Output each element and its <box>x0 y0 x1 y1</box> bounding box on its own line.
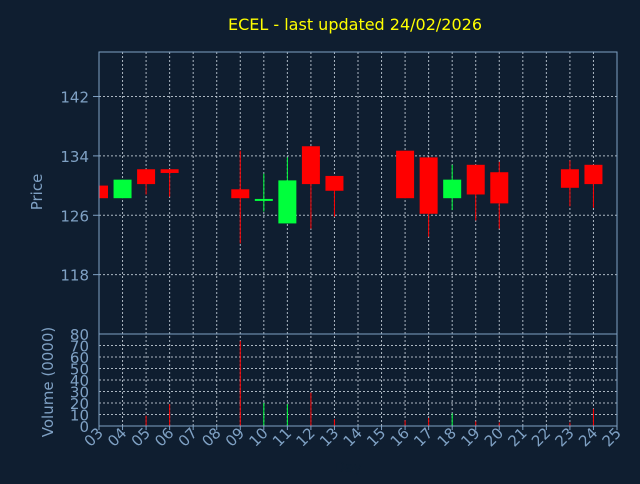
day-tick-label: 13 <box>316 424 342 450</box>
day-tick-label: 22 <box>528 424 554 450</box>
volume-tick-label: 10 <box>70 407 89 425</box>
day-tick-label: 15 <box>363 424 389 450</box>
candle-body-18 <box>443 179 462 199</box>
candle-body-13 <box>325 175 344 191</box>
day-tick-label: 24 <box>575 424 601 450</box>
candle-body-11 <box>278 180 297 224</box>
candle-body-24 <box>584 164 603 185</box>
volume-tick-label: 30 <box>70 384 89 402</box>
day-tick-label: 14 <box>340 424 366 450</box>
candle-body-03 <box>99 185 108 199</box>
price-tick-label: 134 <box>60 148 89 166</box>
volume-tick-label: 20 <box>70 395 89 413</box>
candle-body-12 <box>301 146 320 185</box>
volume-tick-label: 0 <box>79 418 89 436</box>
candle-body-05 <box>137 169 156 185</box>
day-tick-label: 09 <box>222 424 248 450</box>
volume-axis-label: Volume (0000) <box>39 327 57 437</box>
candle-body-09 <box>231 189 250 199</box>
chart-title: ECEL - last updated 24/02/2026 <box>228 15 482 34</box>
volume-tick-label: 70 <box>70 338 89 356</box>
day-tick-label: 21 <box>504 424 530 450</box>
day-tick-label: 19 <box>457 424 483 450</box>
day-tick-label: 06 <box>151 424 177 450</box>
candle-body-10 <box>254 198 273 201</box>
day-tick-label: 23 <box>552 424 578 450</box>
day-tick-label: 05 <box>128 424 154 450</box>
candle-body-20 <box>490 172 509 204</box>
price-tick-label: 142 <box>60 89 89 107</box>
day-tick-label: 25 <box>599 424 625 450</box>
volume-tick-label: 50 <box>70 361 89 379</box>
day-tick-label: 11 <box>269 424 295 450</box>
candle-body-04 <box>113 179 132 199</box>
volume-tick-label: 60 <box>70 349 89 367</box>
candle-body-19 <box>466 164 485 195</box>
x-axis-label: Day <box>334 460 362 476</box>
price-tick-label: 118 <box>60 267 89 285</box>
candle-body-23 <box>560 169 579 188</box>
day-tick-label: 08 <box>198 424 224 450</box>
day-tick-label: 20 <box>481 424 507 450</box>
day-tick-label: 10 <box>245 424 271 450</box>
volume-tick-label: 40 <box>70 372 89 390</box>
candle-body-16 <box>396 150 415 199</box>
day-tick-label: 18 <box>434 424 460 450</box>
price-axis-label: Price <box>28 174 46 211</box>
volume-tick-label: 80 <box>70 326 89 344</box>
candle-body-17 <box>419 157 438 214</box>
candle-body-06 <box>160 169 179 173</box>
price-tick-label: 126 <box>60 207 89 225</box>
day-tick-label: 12 <box>293 424 319 450</box>
day-tick-label: 16 <box>387 424 413 450</box>
day-tick-label: 17 <box>410 424 436 450</box>
day-tick-label: 04 <box>104 424 130 450</box>
day-tick-label: 07 <box>175 424 201 450</box>
